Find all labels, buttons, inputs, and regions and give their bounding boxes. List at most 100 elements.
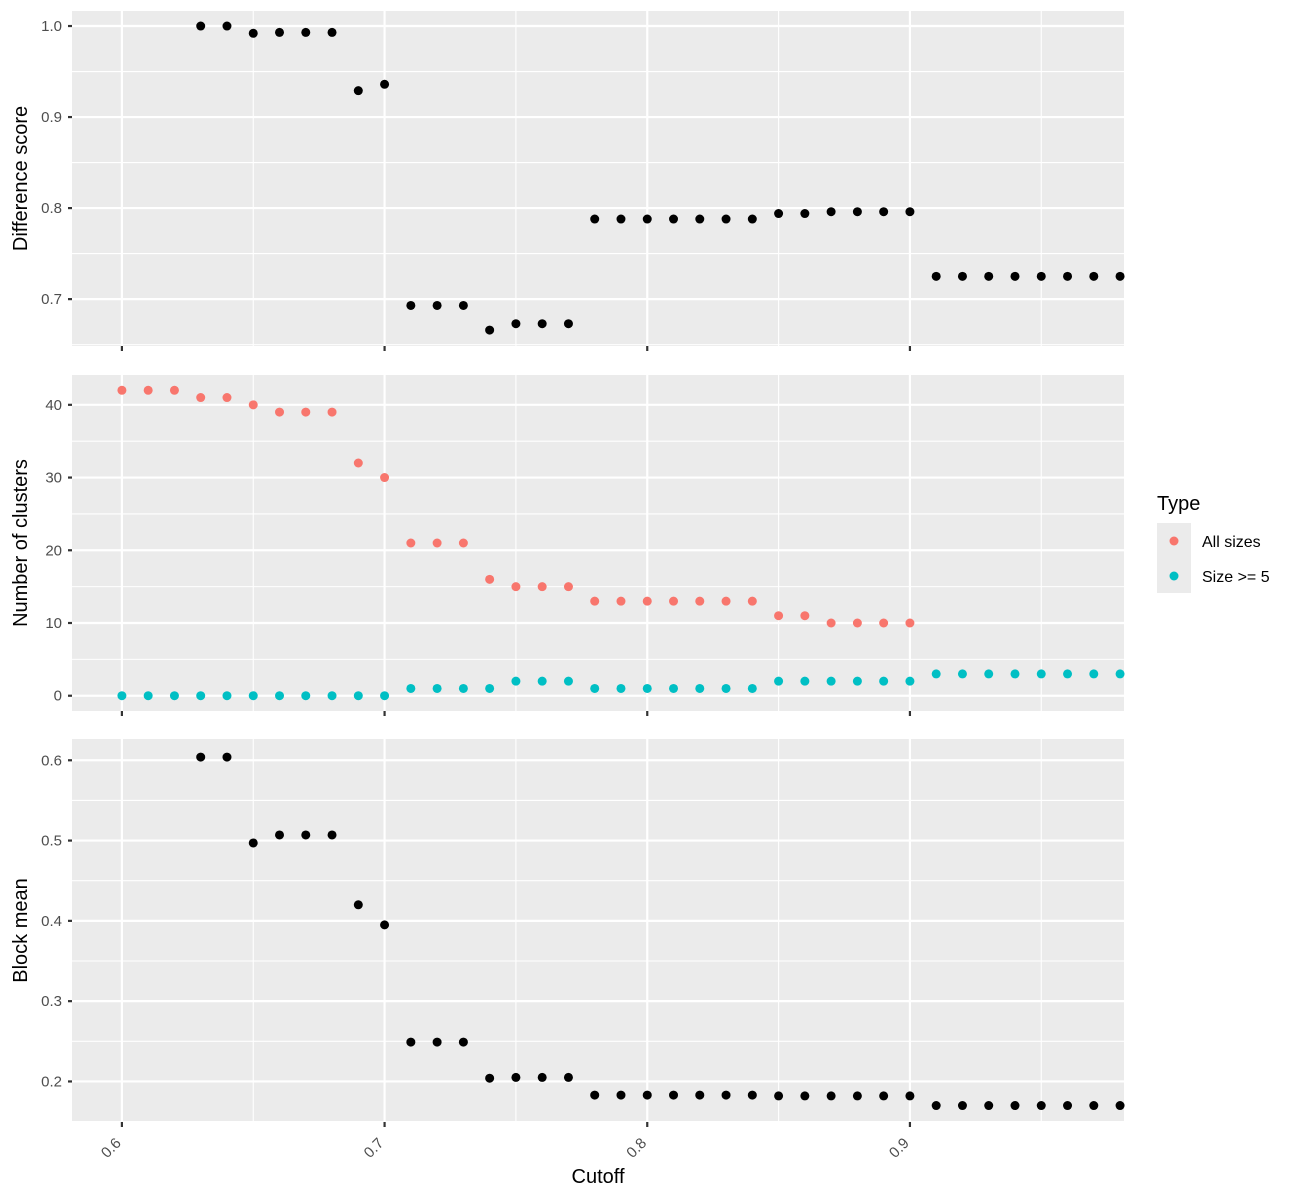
data-point <box>537 1072 547 1082</box>
legend-key-background <box>1157 523 1191 593</box>
data-point <box>590 596 600 606</box>
y-tick-label: 0.3 <box>41 993 62 1010</box>
data-point <box>563 676 573 686</box>
data-point <box>353 900 363 910</box>
y-tick-label: 0.4 <box>41 913 62 930</box>
data-point <box>222 393 232 403</box>
data-point <box>353 691 363 701</box>
data-point <box>774 611 784 621</box>
data-point <box>642 1090 652 1100</box>
data-point <box>380 473 390 483</box>
y-tick-label: 10 <box>45 615 62 632</box>
data-point <box>563 319 573 329</box>
legend-label: All sizes <box>1202 534 1261 551</box>
data-point <box>380 691 390 701</box>
data-point <box>380 920 390 930</box>
data-point <box>1036 669 1046 679</box>
data-point <box>931 1101 941 1111</box>
data-point <box>117 385 127 395</box>
data-point <box>327 830 337 840</box>
data-point <box>1010 1101 1020 1111</box>
data-point <box>275 830 285 840</box>
data-point <box>511 319 521 329</box>
x-axis-title: Cutoff <box>572 1166 625 1188</box>
data-point <box>984 271 994 281</box>
data-point <box>669 1090 679 1100</box>
data-point <box>248 28 258 38</box>
x-tick-label: 0.8 <box>623 1135 650 1162</box>
data-point <box>458 683 468 693</box>
data-point <box>616 596 626 606</box>
series-2 <box>117 669 1125 701</box>
data-point <box>380 79 390 89</box>
data-point <box>485 325 495 335</box>
data-point <box>432 300 442 310</box>
y-tick-label: 0.2 <box>41 1073 62 1090</box>
panel-1: 0.7 0.8 0.9 1.0 Difference score <box>10 11 1125 351</box>
data-point <box>458 300 468 310</box>
data-point <box>721 214 731 224</box>
data-point <box>458 538 468 548</box>
data-point <box>800 676 810 686</box>
data-point <box>511 582 521 592</box>
data-point <box>222 21 232 31</box>
y-tick-label: 1.0 <box>41 18 62 35</box>
data-point <box>826 207 836 217</box>
panel-background <box>72 739 1124 1122</box>
data-point <box>406 300 416 310</box>
data-point <box>695 683 705 693</box>
data-point <box>826 676 836 686</box>
data-point <box>721 596 731 606</box>
data-point <box>353 458 363 468</box>
data-point <box>616 1090 626 1100</box>
legend-key <box>1169 536 1179 546</box>
data-point <box>905 676 915 686</box>
data-point <box>957 271 967 281</box>
data-point <box>196 691 206 701</box>
data-point <box>301 691 311 701</box>
data-point <box>905 207 915 217</box>
data-point <box>485 574 495 584</box>
data-point <box>248 691 258 701</box>
data-point <box>511 1072 521 1082</box>
y-tick-label: 0.5 <box>41 833 62 850</box>
data-point <box>1089 1101 1099 1111</box>
data-point <box>616 214 626 224</box>
data-point <box>879 618 889 628</box>
data-point <box>984 669 994 679</box>
data-point <box>905 1091 915 1101</box>
data-point <box>984 1101 994 1111</box>
data-point <box>222 752 232 762</box>
data-point <box>222 691 232 701</box>
data-point <box>485 1073 495 1083</box>
data-point <box>432 1037 442 1047</box>
data-point <box>669 683 679 693</box>
data-point <box>432 683 442 693</box>
data-point <box>879 207 889 217</box>
data-point <box>143 691 153 701</box>
series-1 <box>196 752 1125 1111</box>
data-point <box>590 683 600 693</box>
data-point <box>485 683 495 693</box>
y-tick-label: 20 <box>45 542 62 559</box>
data-point <box>590 214 600 224</box>
x-tick-label: 0.6 <box>98 1135 125 1162</box>
data-point <box>1010 669 1020 679</box>
data-point <box>774 676 784 686</box>
data-point <box>931 669 941 679</box>
legend-label: Size >= 5 <box>1202 569 1270 586</box>
series-1 <box>196 21 1125 335</box>
data-point <box>695 1090 705 1100</box>
data-point <box>248 400 258 410</box>
panel-background <box>72 11 1124 346</box>
y-tick-label: 0 <box>54 688 62 705</box>
data-point <box>117 691 127 701</box>
data-point <box>275 27 285 37</box>
data-point <box>642 214 652 224</box>
panels: 0.7 0.8 0.9 1.0 Difference score 0 10 20 30 40 Num… <box>10 11 1125 1127</box>
x-tick-label: 0.7 <box>361 1135 388 1162</box>
legend-key <box>1169 571 1179 581</box>
data-point <box>1063 271 1073 281</box>
data-point <box>406 538 416 548</box>
legend-title: Type <box>1157 493 1200 515</box>
